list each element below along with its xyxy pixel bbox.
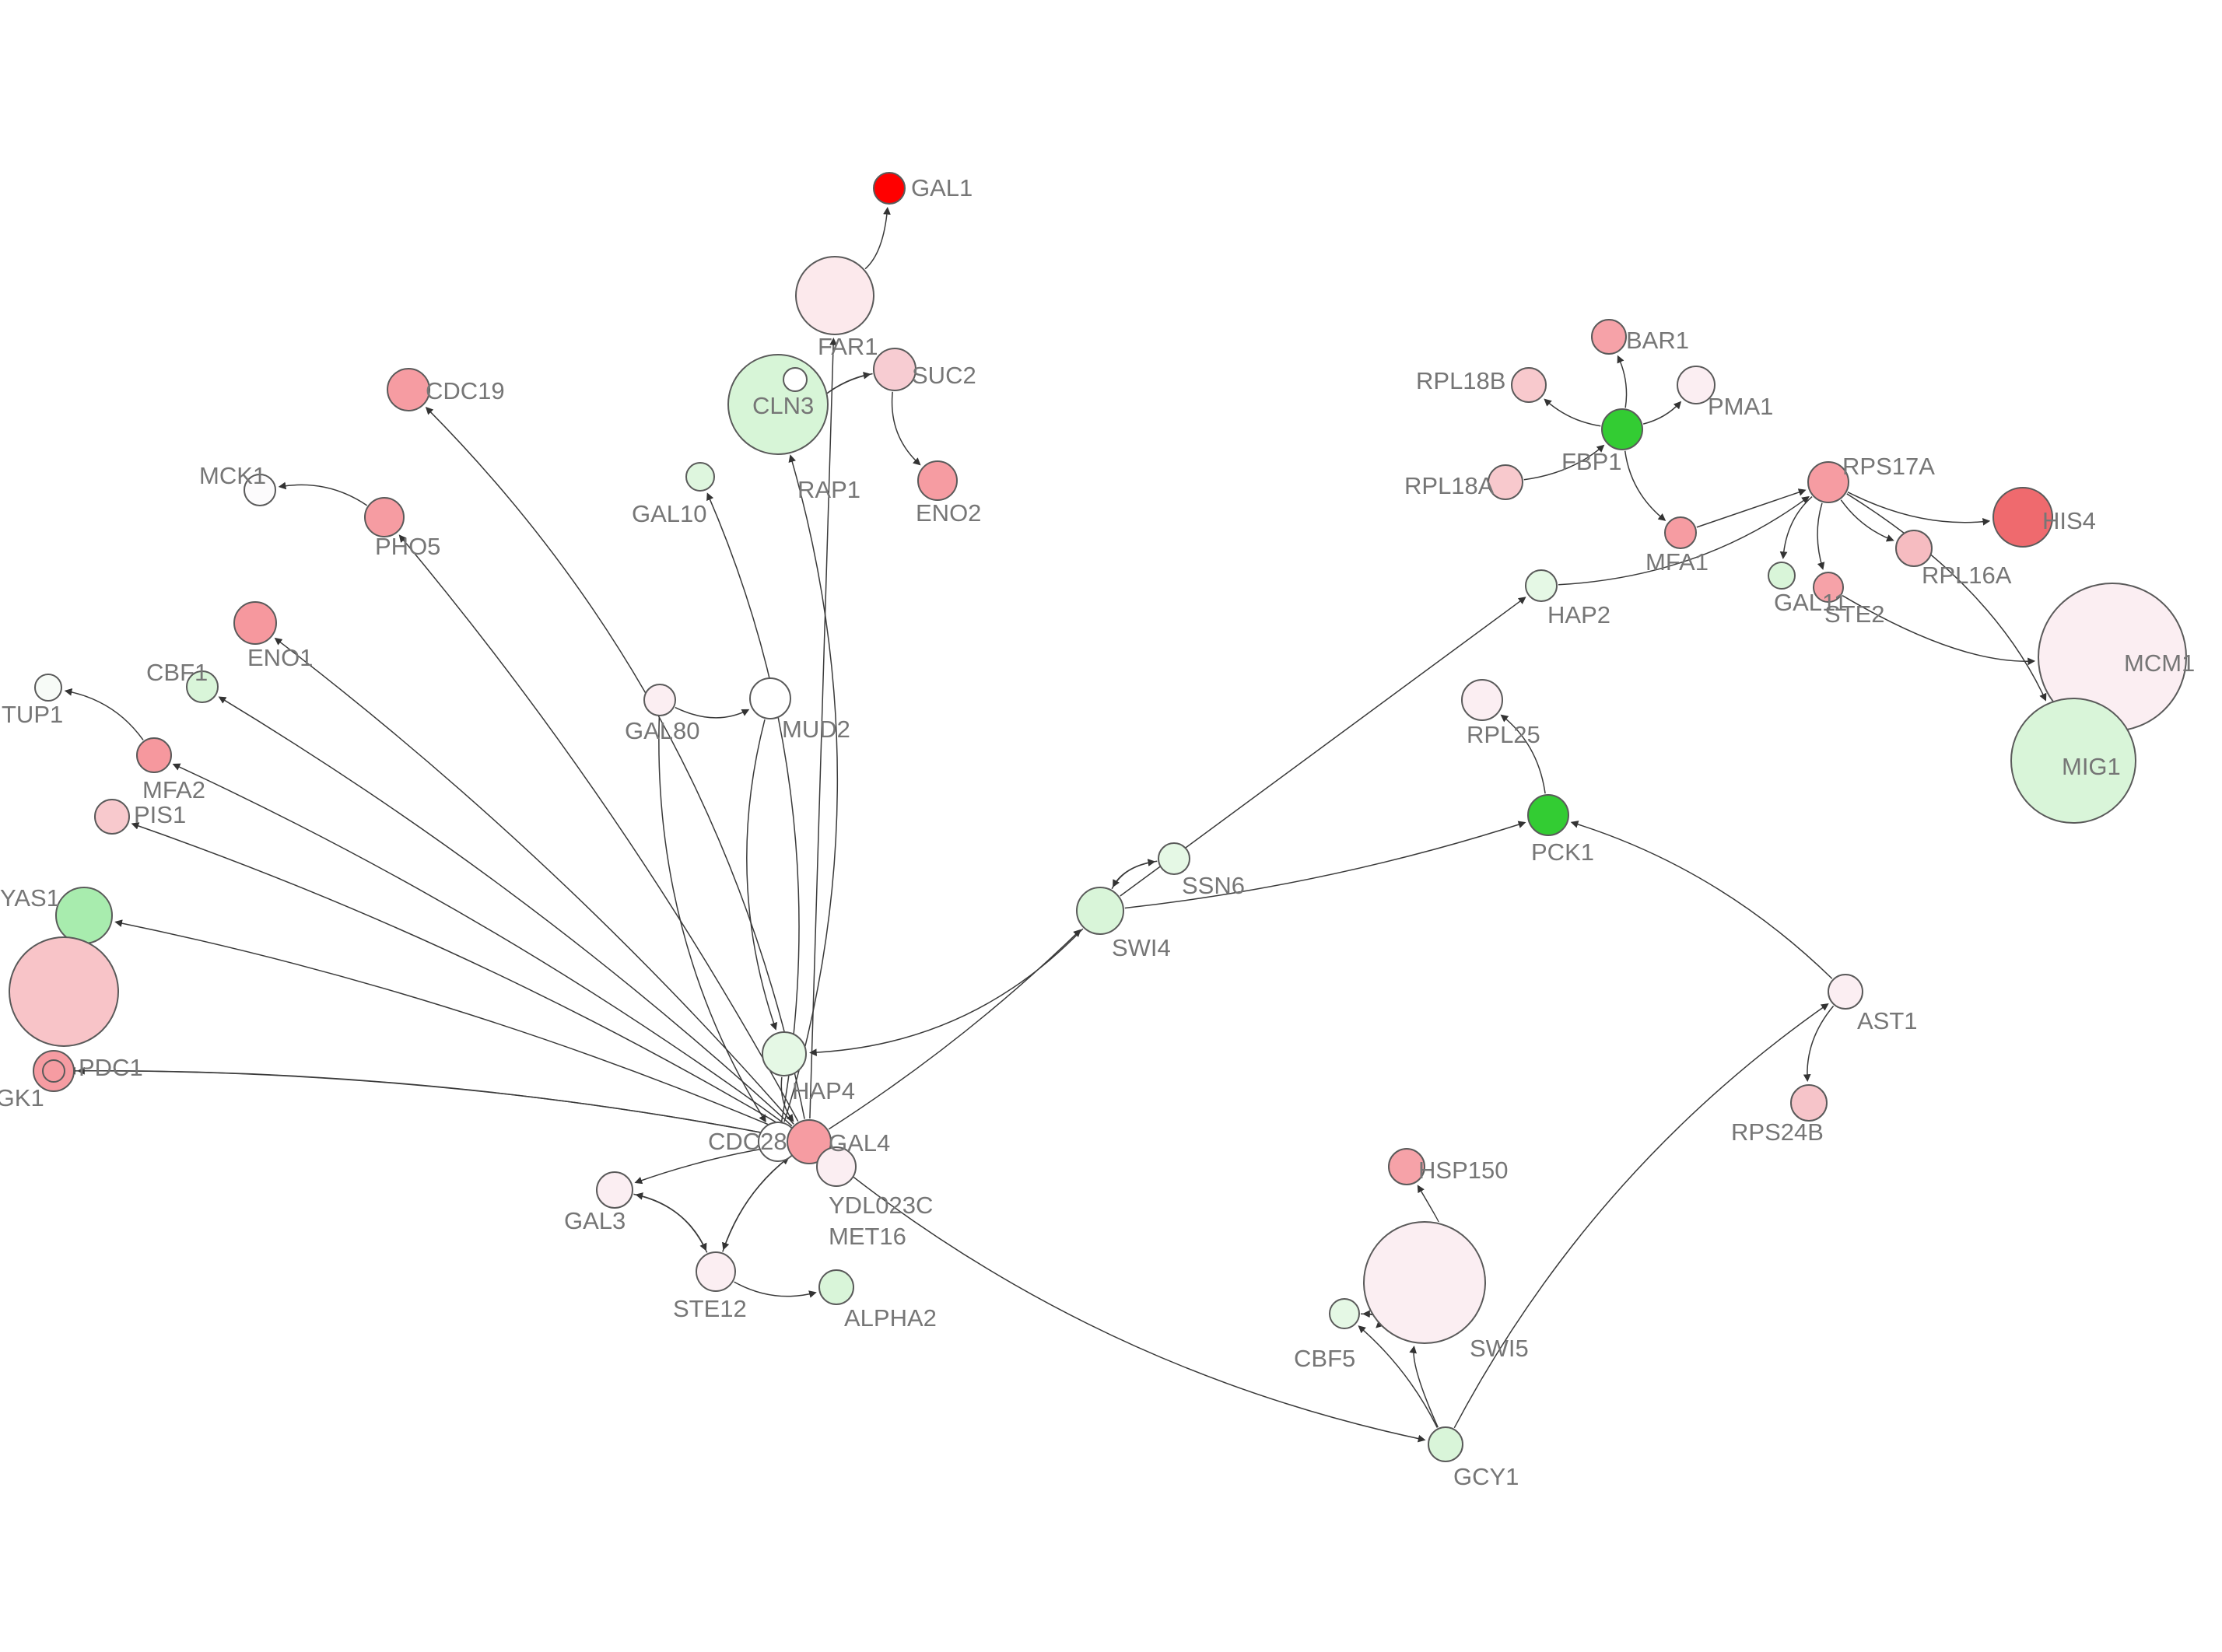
svg-text:ALPHA2: ALPHA2 [844, 1304, 937, 1332]
svg-text:MFA2: MFA2 [142, 776, 205, 803]
svg-text:RPL25: RPL25 [1467, 721, 1540, 748]
svg-text:STE2: STE2 [1824, 600, 1885, 628]
svg-text:TUP1: TUP1 [2, 701, 63, 728]
svg-text:ENO2: ENO2 [916, 499, 981, 527]
svg-text:MCK1: MCK1 [199, 462, 266, 489]
svg-text:RPL18B: RPL18B [1416, 367, 1505, 394]
svg-text:ENO1: ENO1 [247, 644, 313, 671]
svg-text:RPS17A: RPS17A [1842, 453, 1935, 480]
svg-text:CBF1: CBF1 [146, 659, 208, 686]
svg-text:GCY1: GCY1 [1453, 1463, 1519, 1490]
svg-text:HIS4: HIS4 [2042, 507, 2096, 534]
svg-text:GAL1: GAL1 [911, 174, 973, 201]
svg-text:MFA1: MFA1 [1645, 548, 1709, 576]
svg-text:CLN3: CLN3 [752, 392, 814, 419]
svg-text:SSN6: SSN6 [1182, 872, 1245, 899]
svg-text:FAR1: FAR1 [818, 333, 878, 360]
svg-text:PCK1: PCK1 [1531, 838, 1594, 866]
svg-text:STE12: STE12 [673, 1295, 747, 1322]
svg-text:RPL16A: RPL16A [1922, 562, 2012, 589]
svg-text:SWI5: SWI5 [1470, 1335, 1529, 1362]
svg-text:AST1: AST1 [1857, 1007, 1918, 1034]
svg-text:FBP1: FBP1 [1561, 448, 1622, 475]
svg-text:HAP2: HAP2 [1547, 601, 1610, 628]
svg-text:GAL80: GAL80 [625, 717, 700, 744]
svg-text:MUD2: MUD2 [782, 716, 850, 743]
svg-text:BAR1: BAR1 [1626, 327, 1689, 354]
svg-text:GAL10: GAL10 [632, 500, 707, 527]
svg-text:CBF5: CBF5 [1294, 1345, 1355, 1372]
svg-text:MET16: MET16 [829, 1223, 906, 1250]
svg-text:YAS1: YAS1 [0, 884, 60, 912]
svg-text:CDC19: CDC19 [426, 377, 505, 404]
svg-text:GAL3: GAL3 [564, 1207, 626, 1234]
svg-text:PHO5: PHO5 [375, 533, 440, 560]
svg-text:HSP150: HSP150 [1418, 1157, 1508, 1184]
svg-text:PDC1: PDC1 [79, 1054, 143, 1081]
svg-text:SWI4: SWI4 [1112, 934, 1171, 961]
svg-text:RAP1: RAP1 [797, 476, 860, 503]
svg-text:PMA1: PMA1 [1708, 393, 1773, 420]
svg-text:MCM1: MCM1 [2124, 649, 2195, 677]
svg-text:PIS1: PIS1 [134, 801, 186, 828]
svg-text:HAP4: HAP4 [792, 1077, 855, 1104]
svg-text:GAL4: GAL4 [829, 1129, 890, 1157]
svg-text:RPL18A: RPL18A [1404, 472, 1495, 499]
svg-text:CDC28: CDC28 [708, 1128, 787, 1155]
svg-text:PGK1: PGK1 [0, 1084, 44, 1111]
svg-text:SUC2: SUC2 [912, 362, 976, 389]
svg-text:YDL023C: YDL023C [829, 1192, 933, 1219]
svg-text:RPS24B: RPS24B [1731, 1118, 1824, 1146]
svg-text:MIG1: MIG1 [2062, 753, 2121, 780]
